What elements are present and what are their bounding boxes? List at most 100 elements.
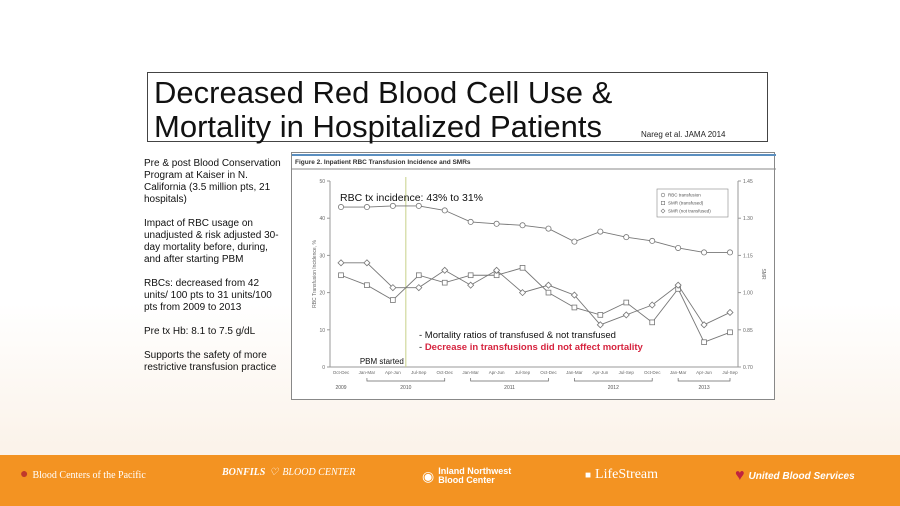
logo-text: Blood Centers of the Pacific xyxy=(32,469,146,481)
footer-logo-bar: ● Blood Centers of the Pacific BONFILS ♡ BL… xyxy=(0,455,900,506)
data-point-diamond xyxy=(570,291,578,299)
x-tick-label: Apr-Jun xyxy=(385,370,401,375)
legend-square-icon xyxy=(660,200,665,205)
data-point-diamond xyxy=(493,266,501,274)
x-tick-label: Jul-Sep xyxy=(722,370,738,375)
data-point-circle xyxy=(623,234,630,241)
legend-box xyxy=(656,188,729,218)
x-tick-label: Jul-Sep xyxy=(411,370,427,375)
bullet-list: Pre & post Blood Conservation Program at… xyxy=(144,158,284,386)
data-point-circle xyxy=(519,222,526,229)
x-tick-label: Oct-Dec xyxy=(436,370,453,375)
data-point-diamond xyxy=(648,301,656,309)
bullet: Impact of RBC usage on unadjusted & risk… xyxy=(144,218,279,265)
x-tick-label: Jan-Mar xyxy=(670,370,687,375)
y2-tick-label: 1.00 xyxy=(743,291,753,297)
y2-axis-label: SMR xyxy=(760,268,766,280)
data-point-circle xyxy=(441,207,448,214)
logo-blood-centers-pacific: ● Blood Centers of the Pacific xyxy=(20,467,146,483)
data-point-circle xyxy=(726,249,733,256)
data-point-square xyxy=(623,299,630,306)
data-point-square xyxy=(441,279,448,286)
year-bracket xyxy=(677,378,731,382)
note-mortality: - Mortality ratios of transfused & not t… xyxy=(419,330,616,341)
data-point-circle xyxy=(338,204,345,211)
title-line-2: Mortality in Hospitalized Patients xyxy=(154,109,602,144)
data-point-square xyxy=(338,272,344,279)
logo-text: Inland Northwest Blood Center xyxy=(438,466,512,485)
logo-text: LifeStream xyxy=(595,467,659,482)
data-point-circle xyxy=(675,244,682,251)
data-point-circle xyxy=(571,238,578,245)
data-point-diamond xyxy=(363,259,371,267)
data-point-diamond xyxy=(389,284,397,292)
bullet: Pre tx Hb: 8.1 to 7.5 g/dL xyxy=(144,326,256,337)
x-tick-label: Jul-Sep xyxy=(619,370,635,375)
bullet: RBCs: decreased from 42 units/ 100 pts t… xyxy=(144,278,272,313)
data-point-square xyxy=(519,265,526,271)
y2-tick-label: 1.30 xyxy=(743,216,753,222)
x-tick-label: Jul-Sep xyxy=(515,370,531,375)
logo-inland-northwest: ◉ Inland Northwest Blood Center xyxy=(422,467,511,485)
data-point-square xyxy=(727,329,733,336)
legend-entry: RBC transfusion xyxy=(668,193,701,198)
data-point-square xyxy=(571,304,578,311)
data-point-diamond xyxy=(596,321,604,329)
data-point-diamond xyxy=(674,281,682,289)
year-bracket xyxy=(366,378,446,382)
incidence-annotation: RBC tx incidence: 43% to 31% xyxy=(340,192,483,204)
logo-bonfils: BONFILS ♡ BLOOD CENTER xyxy=(222,467,355,478)
chart-svg: Figure 2. Inpatient RBC Transfusion Inci… xyxy=(292,154,776,391)
data-point-diamond xyxy=(544,281,553,289)
bullet: Pre & post Blood Conservation Program at… xyxy=(144,158,281,205)
drop-icon: ● xyxy=(20,467,29,482)
x-tick-label: Jan-Mar xyxy=(566,370,583,375)
series-line-2 xyxy=(341,262,731,326)
heart-icon: ♥ xyxy=(735,467,745,484)
y2-tick-label: 1.15 xyxy=(743,253,753,259)
x-tick-label: Apr-Jun xyxy=(592,370,608,375)
y-axis-label: RBC Transfusion Incidence, % xyxy=(312,240,318,308)
drop-icon: ■ xyxy=(585,469,592,481)
logo-united-blood-services: ♥ United Blood Services xyxy=(735,467,855,485)
year-bracket xyxy=(574,378,653,382)
year-label: 2011 xyxy=(504,385,515,391)
y-tick-label: 20 xyxy=(319,291,325,297)
y-tick-label: 40 xyxy=(319,216,325,222)
legend-circle-icon xyxy=(660,192,666,198)
chart-figure: Figure 2. Inpatient RBC Transfusion Inci… xyxy=(291,152,776,400)
legend-entry: SMR (not transfused) xyxy=(668,209,711,214)
data-point-circle xyxy=(545,225,552,232)
drop-icon: ◉ xyxy=(422,467,435,484)
citation: Nareg et al. JAMA 2014 xyxy=(641,130,726,139)
data-point-circle xyxy=(493,220,500,227)
data-point-diamond xyxy=(337,259,345,267)
data-point-circle xyxy=(597,228,604,235)
year-label: 2012 xyxy=(608,385,619,391)
legend-diamond-icon xyxy=(660,208,666,214)
year-bracket xyxy=(470,378,549,382)
chart-title: Figure 2. Inpatient RBC Transfusion Inci… xyxy=(295,159,471,166)
data-point-circle xyxy=(701,249,708,256)
y-tick-label: 0 xyxy=(322,365,325,371)
data-point-square xyxy=(364,282,370,288)
x-tick-label: Jan-Mar xyxy=(462,370,479,375)
legend-entry: SMR (transfused) xyxy=(668,201,704,206)
bullet: Supports the safety of more restrictive … xyxy=(144,350,277,373)
data-point-circle xyxy=(363,204,370,211)
logo-lifestream: ■ LifeStream xyxy=(585,467,658,483)
y-tick-label: 10 xyxy=(319,328,325,334)
data-point-diamond xyxy=(518,289,527,297)
year-label: 2010 xyxy=(400,385,411,391)
data-point-diamond xyxy=(726,308,734,317)
y2-tick-label: 0.70 xyxy=(743,365,753,371)
x-tick-label: Oct-Dec xyxy=(540,370,557,375)
y-tick-label: 50 xyxy=(319,179,325,185)
data-point-diamond xyxy=(622,311,630,319)
data-point-square xyxy=(649,319,655,326)
year-label: 2009 xyxy=(335,385,346,391)
data-point-square xyxy=(390,297,396,303)
data-point-diamond xyxy=(441,266,449,274)
x-tick-label: Jan-Mar xyxy=(359,370,376,375)
